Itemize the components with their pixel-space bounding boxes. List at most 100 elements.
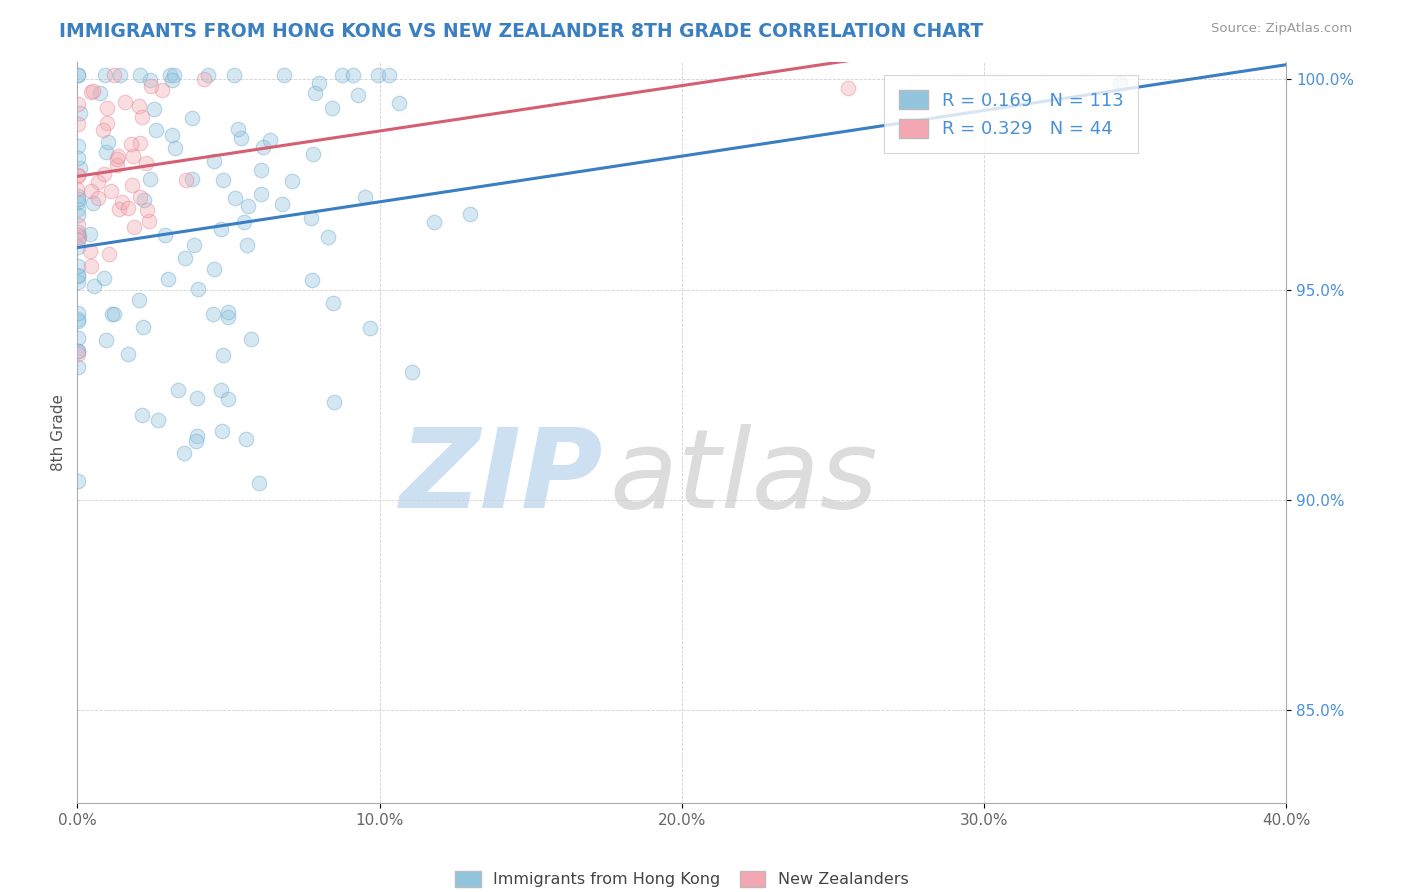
Point [173,446,195,460]
Point [135,155,157,169]
Point [162,68,184,82]
Point [187,282,209,296]
Point [330,68,353,82]
Point [359,321,381,335]
Point [183,237,205,252]
Point [98,247,121,261]
Point [66,192,89,206]
Point [156,271,179,285]
Point [235,432,257,446]
Point [212,348,235,362]
Point [66,314,89,328]
Point [66,474,89,488]
Point [111,194,134,209]
Point [131,110,153,124]
Point [240,332,263,346]
Point [108,68,131,82]
Point [217,392,239,406]
Point [273,68,295,82]
Point [250,187,273,202]
Point [217,310,239,325]
Point [101,307,124,321]
Point [117,201,139,215]
Point [249,163,271,178]
Point [66,233,89,247]
Point [186,391,208,405]
Point [1109,77,1132,91]
Point [69,229,91,244]
Point [222,68,245,82]
Point [83,279,105,293]
Point [96,116,118,130]
Point [103,68,125,82]
Point [66,97,89,112]
Point [107,149,129,163]
Point [423,214,446,228]
Point [107,202,129,217]
Point [66,168,89,182]
Point [66,194,89,209]
Point [117,347,139,361]
Point [211,383,233,397]
Point [162,128,184,143]
Point [160,73,183,87]
Point [342,68,364,82]
Point [232,214,254,228]
Point [353,190,375,204]
Point [322,296,344,310]
Point [202,262,225,277]
Text: Source: ZipAtlas.com: Source: ZipAtlas.com [1212,22,1353,36]
Point [211,424,233,438]
Point [66,202,89,216]
Point [89,86,111,100]
Point [94,68,117,82]
Point [138,214,160,228]
Point [66,117,89,131]
Point [321,101,343,115]
Point [93,167,115,181]
Point [66,268,89,283]
Point [367,68,389,82]
Point [347,88,370,103]
Point [66,306,89,320]
Point [209,222,232,236]
Point [66,344,89,359]
Point [66,68,89,82]
Point [247,476,270,491]
Point [138,172,160,186]
Point [66,152,89,166]
Point [159,68,181,82]
Point [128,136,150,150]
Point [174,172,197,186]
Point [252,139,274,153]
Point [66,225,89,239]
Point [378,68,401,82]
Point [193,72,215,87]
Point [66,268,89,283]
Point [837,80,859,95]
Point [281,174,304,188]
Point [66,169,89,184]
Point [66,347,89,361]
Point [93,271,115,285]
Point [131,320,153,334]
Point [80,85,103,99]
Point [173,251,195,265]
Point [217,304,239,318]
Point [128,99,150,113]
Point [79,227,101,242]
Point [259,132,281,146]
Point [301,273,323,287]
Point [66,240,89,254]
Point [145,123,167,137]
Point [66,208,89,222]
Point [82,84,104,98]
Point [66,331,89,345]
Point [80,259,103,273]
Text: IMMIGRANTS FROM HONG KONG VS NEW ZEALANDER 8TH GRADE CORRELATION CHART: IMMIGRANTS FROM HONG KONG VS NEW ZEALAND… [59,22,983,41]
Point [129,68,152,82]
Point [166,383,188,397]
Point [79,244,101,259]
Point [302,147,325,161]
Point [94,145,117,160]
